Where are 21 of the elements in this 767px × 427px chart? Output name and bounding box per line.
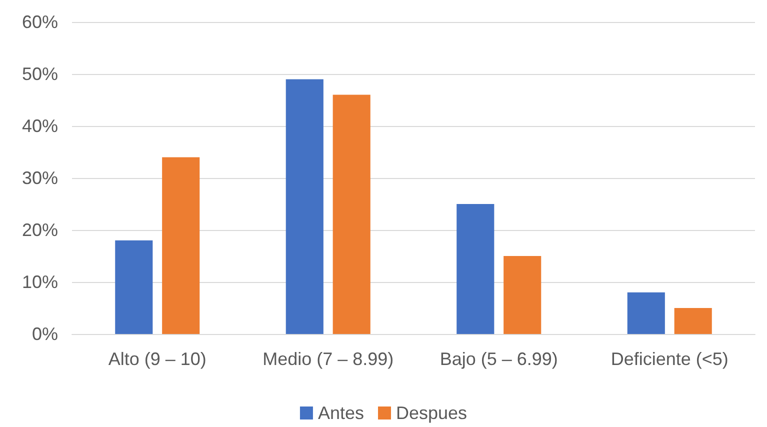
y-tick-label: 20%	[22, 220, 58, 240]
bar	[456, 204, 494, 334]
bar	[504, 256, 542, 334]
x-tick-label: Deficiente (<5)	[610, 349, 728, 369]
x-tick-label: Bajo (5 – 6.99)	[440, 349, 558, 369]
y-tick-label: 50%	[22, 64, 58, 84]
bar	[286, 79, 324, 334]
legend-label: Despues	[396, 403, 468, 423]
bar	[627, 292, 665, 334]
bar	[162, 157, 200, 334]
x-tick-label: Alto (9 – 10)	[108, 349, 206, 369]
y-tick-label: 10%	[22, 272, 58, 292]
bar	[115, 240, 153, 334]
bar	[674, 308, 712, 334]
y-tick-label: 60%	[22, 12, 58, 32]
y-tick-label: 40%	[22, 116, 58, 136]
y-tick-label: 0%	[32, 324, 58, 344]
y-tick-label: 30%	[22, 168, 58, 188]
legend-label: Antes	[318, 403, 364, 423]
x-tick-label: Medio (7 – 8.99)	[262, 349, 394, 369]
bar	[332, 94, 370, 334]
